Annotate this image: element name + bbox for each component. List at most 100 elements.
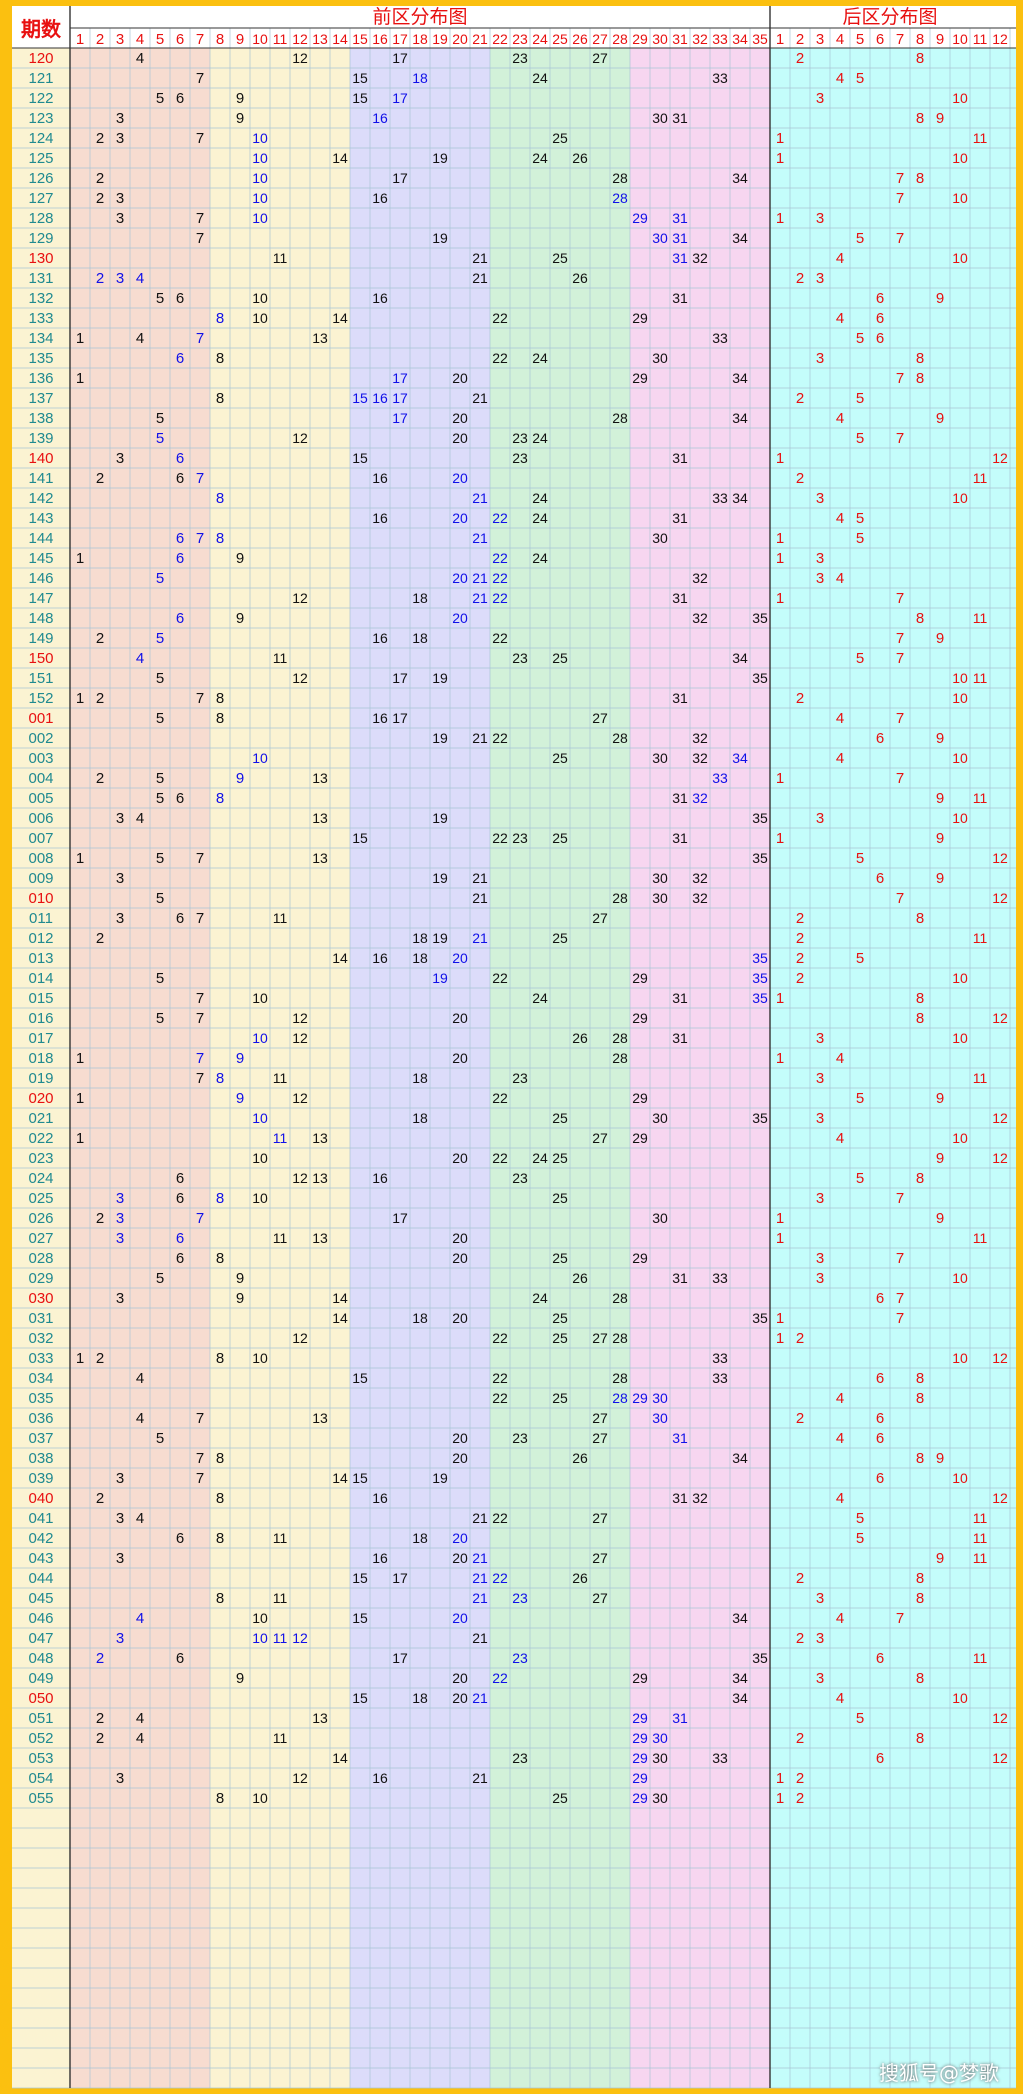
back-number-012-2: 2 bbox=[796, 930, 804, 947]
back-number-135-8: 8 bbox=[916, 350, 924, 367]
front-number-150-11: 11 bbox=[273, 650, 288, 666]
back-number-039-10: 10 bbox=[952, 1470, 968, 1486]
front-number-013-18: 18 bbox=[412, 950, 428, 966]
back-number-033-10: 10 bbox=[952, 1350, 968, 1366]
front-number-048-6: 6 bbox=[176, 1650, 184, 1667]
back-number-015-8: 8 bbox=[916, 990, 924, 1007]
front-number-007-25: 25 bbox=[552, 830, 568, 846]
front-number-143-16: 16 bbox=[372, 510, 388, 526]
front-number-145-6: 6 bbox=[176, 550, 184, 567]
front-number-005-6: 6 bbox=[176, 790, 184, 807]
issue-label-148: 148 bbox=[28, 610, 53, 627]
issue-label-035: 035 bbox=[28, 1390, 53, 1407]
front-number-126-2: 2 bbox=[96, 170, 104, 187]
issue-label-132: 132 bbox=[28, 290, 53, 307]
front-number-008-35: 35 bbox=[752, 850, 768, 866]
front-col-label-13: 13 bbox=[312, 31, 328, 47]
back-number-036-2: 2 bbox=[796, 1410, 804, 1427]
front-col-label-10: 10 bbox=[252, 31, 268, 47]
front-number-131-26: 26 bbox=[572, 270, 588, 286]
front-number-129-7: 7 bbox=[196, 230, 204, 247]
front-number-129-19: 19 bbox=[432, 230, 448, 246]
front-number-012-2: 2 bbox=[96, 930, 104, 947]
back-number-019-11: 11 bbox=[973, 1070, 988, 1086]
front-number-142-33: 33 bbox=[712, 490, 728, 506]
front-number-125-24: 24 bbox=[532, 150, 548, 166]
front-number-028-6: 6 bbox=[176, 1250, 184, 1267]
front-number-041-27: 27 bbox=[592, 1510, 608, 1526]
back-number-048-6: 6 bbox=[876, 1650, 884, 1667]
front-number-005-31: 31 bbox=[672, 790, 688, 806]
back-number-012-11: 11 bbox=[973, 930, 988, 946]
front-number-001-8: 8 bbox=[216, 710, 224, 727]
front-number-041-21: 21 bbox=[472, 1510, 488, 1526]
front-number-035-22: 22 bbox=[492, 1390, 508, 1406]
back-number-051-5: 5 bbox=[856, 1710, 864, 1727]
front-number-151-19: 19 bbox=[432, 670, 448, 686]
back-number-044-8: 8 bbox=[916, 1570, 924, 1587]
back-number-022-10: 10 bbox=[952, 1130, 968, 1146]
front-number-054-16: 16 bbox=[372, 1770, 388, 1786]
front-number-140-3: 3 bbox=[116, 450, 124, 467]
front-number-138-5: 5 bbox=[156, 410, 164, 427]
front-number-133-29: 29 bbox=[632, 310, 648, 326]
front-number-040-32: 32 bbox=[692, 1490, 708, 1506]
front-number-020-1: 1 bbox=[76, 1090, 84, 1107]
back-number-032-2: 2 bbox=[796, 1330, 804, 1347]
back-number-046-7: 7 bbox=[896, 1610, 904, 1627]
front-number-027-11: 11 bbox=[273, 1230, 288, 1246]
back-number-132-6: 6 bbox=[876, 290, 884, 307]
front-number-124-3: 3 bbox=[116, 130, 124, 147]
back-number-140-12: 12 bbox=[992, 450, 1008, 466]
front-number-043-20: 20 bbox=[452, 1550, 468, 1566]
back-number-133-6: 6 bbox=[876, 310, 884, 327]
front-number-004-2: 2 bbox=[96, 770, 104, 787]
front-number-129-34: 34 bbox=[732, 230, 748, 246]
front-col-label-28: 28 bbox=[612, 31, 628, 47]
back-number-052-2: 2 bbox=[796, 1730, 804, 1747]
front-number-030-28: 28 bbox=[612, 1290, 628, 1306]
issue-label-040: 040 bbox=[28, 1490, 53, 1507]
back-number-034-8: 8 bbox=[916, 1370, 924, 1387]
front-number-136-29: 29 bbox=[632, 370, 648, 386]
back-number-044-2: 2 bbox=[796, 1570, 804, 1587]
front-number-149-2: 2 bbox=[96, 630, 104, 647]
issue-label-038: 038 bbox=[28, 1450, 53, 1467]
back-number-145-1: 1 bbox=[776, 550, 784, 567]
back-number-123-8: 8 bbox=[916, 110, 924, 127]
watermark: 搜狐号@梦歌 bbox=[879, 2061, 999, 2085]
front-col-label-16: 16 bbox=[372, 31, 388, 47]
back-number-136-7: 7 bbox=[896, 370, 904, 387]
front-number-046-34: 34 bbox=[732, 1610, 748, 1626]
front-number-026-30: 30 bbox=[652, 1210, 668, 1226]
front-number-030-24: 24 bbox=[532, 1290, 548, 1306]
back-number-026-9: 9 bbox=[936, 1210, 944, 1227]
front-number-001-5: 5 bbox=[156, 710, 164, 727]
front-number-014-22: 22 bbox=[492, 970, 508, 986]
front-number-044-22: 22 bbox=[492, 1570, 508, 1586]
front-number-015-35: 35 bbox=[752, 990, 768, 1006]
back-number-025-3: 3 bbox=[816, 1190, 824, 1207]
front-number-143-22: 22 bbox=[492, 510, 508, 526]
front-number-030-3: 3 bbox=[116, 1290, 124, 1307]
front-number-128-3: 3 bbox=[116, 210, 124, 227]
back-number-002-6: 6 bbox=[876, 730, 884, 747]
issue-label-026: 026 bbox=[28, 1210, 53, 1227]
front-number-013-16: 16 bbox=[372, 950, 388, 966]
front-number-037-20: 20 bbox=[452, 1430, 468, 1446]
front-number-052-30: 30 bbox=[652, 1730, 668, 1746]
front-number-034-4: 4 bbox=[136, 1370, 144, 1387]
back-number-028-3: 3 bbox=[816, 1250, 824, 1267]
back-number-126-8: 8 bbox=[916, 170, 924, 187]
front-number-001-17: 17 bbox=[392, 710, 408, 726]
front-number-012-25: 25 bbox=[552, 930, 568, 946]
front-number-152-7: 7 bbox=[196, 690, 204, 707]
front-number-130-25: 25 bbox=[552, 250, 568, 266]
front-number-148-32: 32 bbox=[692, 610, 708, 626]
front-number-017-31: 31 bbox=[672, 1030, 688, 1046]
front-number-003-10: 10 bbox=[252, 750, 268, 766]
front-number-028-8: 8 bbox=[216, 1250, 224, 1267]
issue-label-005: 005 bbox=[28, 790, 53, 807]
back-number-124-1: 1 bbox=[776, 130, 784, 147]
back-number-049-8: 8 bbox=[916, 1670, 924, 1687]
